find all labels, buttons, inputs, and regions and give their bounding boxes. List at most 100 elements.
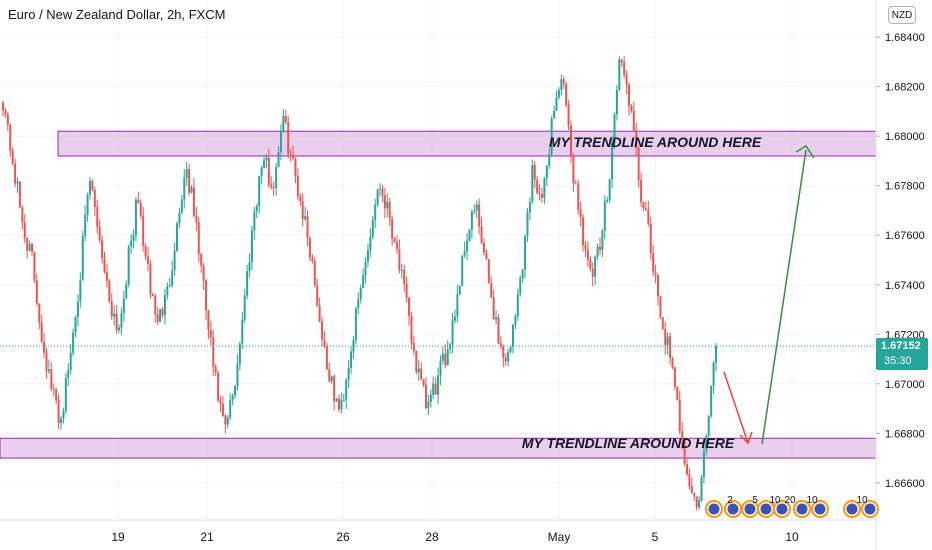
candle <box>6 111 9 132</box>
candle-body <box>596 246 599 257</box>
y-tick-label: 1.67800 <box>885 181 925 193</box>
event-flag-icon[interactable] <box>811 500 829 518</box>
candle-body <box>248 262 251 272</box>
candle <box>98 219 101 244</box>
candle <box>478 198 481 235</box>
candle-body <box>224 415 227 425</box>
candle-body <box>192 187 195 216</box>
candle-body <box>685 464 688 475</box>
candle-body <box>263 160 266 168</box>
event-flag-icon[interactable] <box>773 500 791 518</box>
candle-body <box>386 201 389 209</box>
candle <box>364 256 367 284</box>
candle-body <box>466 240 469 252</box>
candle-body <box>608 179 611 201</box>
candle <box>688 468 691 490</box>
candle <box>444 344 447 369</box>
candle <box>562 75 565 89</box>
candle <box>502 344 505 368</box>
candle <box>304 206 307 222</box>
candle-body <box>103 258 106 272</box>
candle <box>630 103 633 113</box>
candle <box>383 187 386 219</box>
candle <box>277 146 280 168</box>
candle <box>214 363 217 377</box>
candle <box>120 307 123 336</box>
candle-body <box>183 177 186 200</box>
candle <box>55 387 58 405</box>
candle <box>565 81 568 108</box>
candle-body <box>246 271 249 296</box>
currency-button[interactable]: NZD <box>888 6 916 24</box>
candle-body <box>444 353 447 366</box>
time-axis: 19 21 26 28 May 5 10 <box>111 530 799 544</box>
event-flag-icon[interactable] <box>757 500 775 518</box>
candle-body <box>214 366 217 373</box>
candle <box>429 389 432 408</box>
candle-body <box>540 194 543 198</box>
candle <box>458 285 461 296</box>
candle <box>154 293 157 323</box>
candle-body <box>188 169 191 193</box>
candle <box>93 186 96 217</box>
price-zone <box>57 130 877 157</box>
candle-body <box>635 130 638 148</box>
candle-body <box>511 324 514 347</box>
candle <box>623 56 626 79</box>
candle-body <box>357 299 360 309</box>
candle-body <box>38 303 41 323</box>
event-flag-icon[interactable] <box>793 500 811 518</box>
candle-body <box>209 329 212 338</box>
candle <box>328 362 331 383</box>
candle <box>678 390 681 435</box>
candle-body <box>550 118 553 155</box>
candle-body <box>185 169 188 178</box>
candle-body <box>231 395 234 401</box>
candle-body <box>379 188 382 190</box>
event-flag-icon[interactable] <box>705 500 723 518</box>
candle <box>202 262 205 291</box>
candle <box>243 288 246 323</box>
event-count-label: 10 <box>806 495 818 506</box>
candle <box>110 293 113 320</box>
candle-body <box>678 399 681 432</box>
candle <box>695 496 698 511</box>
candle <box>640 172 643 208</box>
candle-body <box>142 215 145 246</box>
last-price-value: 1.67152 <box>881 340 921 352</box>
candle <box>393 236 396 243</box>
candle <box>652 244 655 277</box>
candle <box>144 243 147 260</box>
event-flag-icon[interactable] <box>843 500 861 518</box>
candle-body <box>661 317 664 330</box>
candle <box>313 256 316 288</box>
candle <box>504 353 507 367</box>
event-flag-icon[interactable] <box>861 500 879 518</box>
candle-body <box>637 147 640 181</box>
candle-body <box>321 321 324 340</box>
candle-body <box>180 199 183 213</box>
candle-body <box>553 110 556 119</box>
candle-body <box>371 220 374 238</box>
candle-body <box>715 346 717 363</box>
y-tick-label: 1.66600 <box>885 478 925 490</box>
candle <box>139 199 142 220</box>
candle-body <box>202 265 205 281</box>
candle <box>685 458 688 476</box>
candle-body <box>654 272 657 275</box>
y-tick-label: 1.67600 <box>885 230 925 242</box>
candle <box>221 396 224 417</box>
x-tick-label: 28 <box>425 530 439 544</box>
candle <box>330 375 333 384</box>
candle <box>64 372 67 415</box>
candle <box>50 361 53 392</box>
candle <box>180 194 183 215</box>
candle <box>149 259 152 299</box>
candle-body <box>258 175 261 207</box>
candle <box>69 344 72 375</box>
candle-body <box>408 297 411 317</box>
candle-body <box>52 388 55 390</box>
candle-body <box>415 350 418 373</box>
candle-body <box>502 346 505 358</box>
